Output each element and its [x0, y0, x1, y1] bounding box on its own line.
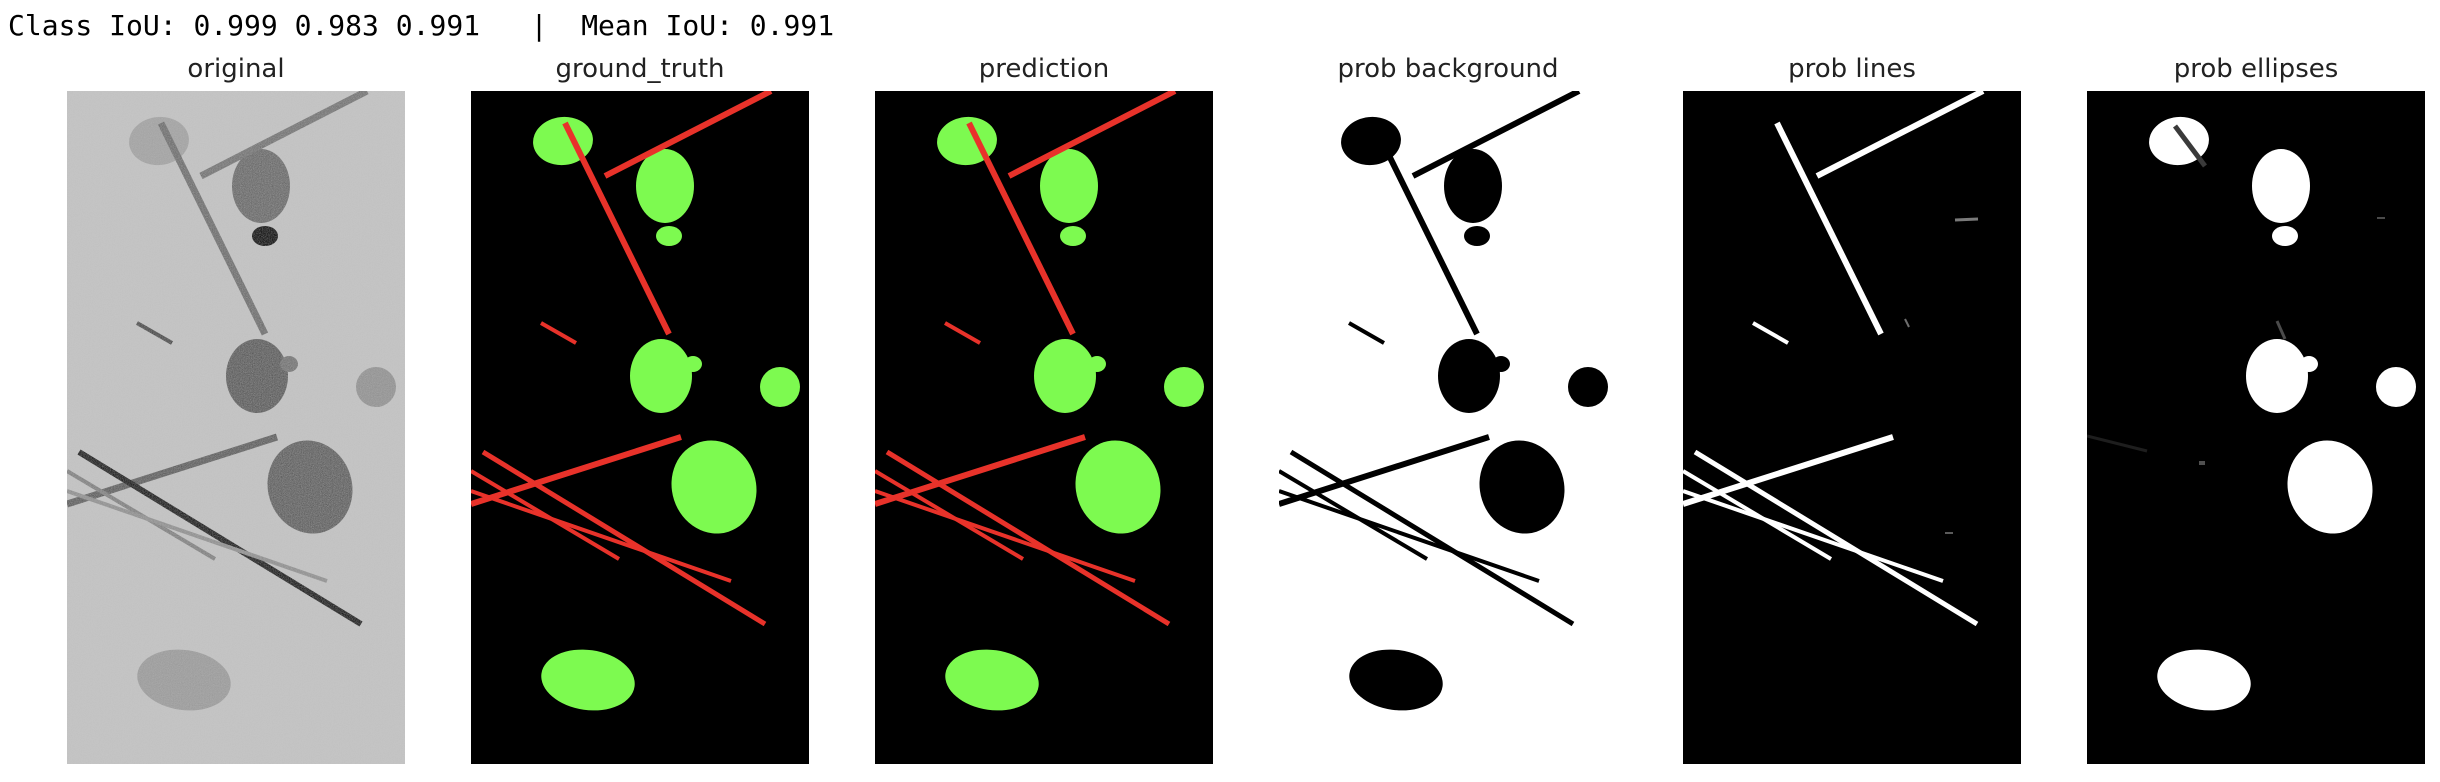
prob-ellipse-7	[1349, 649, 1443, 711]
mask-ellipse-6	[1075, 440, 1161, 534]
separator: |	[530, 9, 548, 42]
class-iou-value-2: 0.991	[395, 9, 481, 42]
prob-ellipse-1	[1444, 149, 1502, 223]
mask-ellipse-7	[541, 649, 635, 711]
mask-ellipse-1	[636, 149, 694, 223]
prob-ellipse-4	[2300, 356, 2318, 372]
prob-ellipse-5	[1568, 367, 1608, 407]
prob-ellipse-5	[2376, 367, 2416, 407]
mask-line-6	[471, 489, 732, 583]
prob-line-2	[1752, 321, 1789, 345]
prob-line-0	[1815, 91, 1985, 179]
noise-texture	[67, 91, 405, 764]
prob-ellipse-6	[2287, 440, 2373, 534]
prob-noise-0	[1954, 217, 1979, 222]
mask-line-0	[603, 91, 773, 179]
prob-line-6	[1279, 489, 1540, 583]
mask-ellipse-2	[656, 226, 682, 246]
mask-line-1	[562, 121, 672, 336]
class-iou-label: Class IoU:	[8, 9, 177, 42]
prob-line-2	[1348, 321, 1385, 345]
panel-title-original: original	[187, 54, 285, 84]
mask-line-1	[966, 121, 1076, 336]
prob-line-0	[1411, 91, 1581, 179]
mask-ellipse-5	[1164, 367, 1204, 407]
mask-line-6	[875, 489, 1136, 583]
mask-ellipse-3	[630, 339, 692, 413]
prob-line-1	[1370, 121, 1480, 336]
panel-title-prob-lines: prob lines	[1788, 54, 1916, 84]
panel-title-prob-ellipses: prob ellipses	[2173, 54, 2339, 84]
panel-title-prob-background: prob background	[1337, 54, 1559, 84]
mask-ellipse-5	[760, 367, 800, 407]
panel-image-prob-lines	[1683, 91, 2021, 764]
panel-image-prob-ellipses	[2087, 91, 2425, 764]
mask-ellipse-7	[945, 649, 1039, 711]
prob-ellipse-3	[1438, 339, 1500, 413]
panel-image-prediction	[875, 91, 1213, 764]
prob-ellipse-6	[1479, 440, 1565, 534]
prob-ellipse-3	[2246, 339, 2308, 413]
panel-title-ground-truth: ground_truth	[555, 54, 725, 84]
mask-ellipse-2	[1060, 226, 1086, 246]
prob-ellipse-2	[1464, 226, 1490, 246]
mask-line-4	[481, 449, 767, 627]
prob-lines-background	[1683, 91, 2021, 764]
mask-line-0	[1007, 91, 1177, 179]
mask-ellipse-3	[1034, 339, 1096, 413]
mask-ellipse-6	[671, 440, 757, 534]
mask-ellipse-4	[1088, 356, 1106, 372]
mean-iou-label: Mean IoU:	[581, 9, 733, 42]
prob-noise-2	[1904, 318, 1910, 328]
mean-iou-value: 0.991	[749, 9, 835, 42]
mask-ellipse-1	[1040, 149, 1098, 223]
prob-ellipse-1	[2252, 149, 2310, 223]
prob-line-4	[1289, 449, 1575, 627]
prob-ellipse-2	[2272, 226, 2298, 246]
prob-noise-1	[2275, 320, 2287, 340]
panel-image-ground-truth	[471, 91, 809, 764]
mask-line-2	[944, 321, 981, 345]
prob-noise-0	[2173, 124, 2207, 168]
panel-image-original	[67, 91, 405, 764]
prob-ellipse-7	[2157, 649, 2251, 711]
mask-ellipse-4	[684, 356, 702, 372]
iou-summary: Class IoU: 0.999 0.983 0.991 | Mean IoU:…	[8, 6, 834, 46]
mask-line-2	[540, 321, 577, 345]
prob-line-1	[1774, 121, 1884, 336]
prob-line-6	[1683, 489, 1944, 583]
panel-image-prob-background	[1279, 91, 1617, 764]
prob-noise-2	[2087, 434, 2148, 453]
prob-ellipse-4	[1492, 356, 1510, 372]
panel-title-prediction: prediction	[978, 54, 1110, 84]
class-iou-value-1: 0.983	[294, 9, 379, 42]
mask-line-4	[885, 449, 1171, 627]
prob-line-4	[1693, 449, 1979, 627]
class-iou-value-0: 0.999	[193, 9, 278, 42]
